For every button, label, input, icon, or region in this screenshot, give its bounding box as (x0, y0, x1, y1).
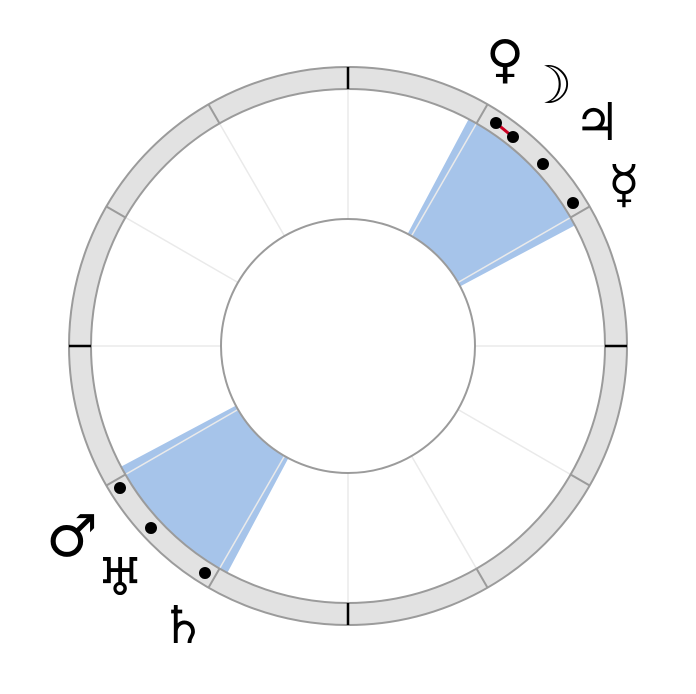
highlighted-sector-lower-left (121, 405, 289, 573)
ring-separator (207, 568, 221, 589)
mars-position-dot (114, 482, 126, 494)
highlighted-sectors (121, 119, 575, 573)
ring-separator (475, 103, 489, 124)
moon-glyph-icon: ☽ (526, 56, 573, 116)
division-line (410, 123, 478, 237)
ring-separator (105, 473, 126, 487)
mercury-position-dot (567, 197, 579, 209)
venus-glyph-icon: ♀ (486, 30, 524, 90)
saturn-position-dot (199, 567, 211, 579)
venus-position-dot (490, 117, 502, 129)
planet-glyphs: ♀ ☽♃☿ ♂♅ ♄ (46, 30, 640, 656)
ring-division-lines (91, 89, 605, 603)
saturn-glyph-icon: ♄ (160, 596, 207, 656)
ring-separator (105, 205, 126, 219)
jupiter-position-dot (537, 158, 549, 170)
division-line (457, 216, 571, 284)
division-line (125, 408, 239, 476)
inner-circle (220, 218, 476, 474)
division-line (218, 123, 286, 237)
division-line (218, 455, 286, 569)
uranus-position-dot (145, 522, 157, 534)
cardinal-ticks (69, 67, 627, 625)
highlighted-sector-upper-right (407, 119, 575, 287)
moon-position-dot (507, 131, 519, 143)
ring-separator (207, 103, 221, 124)
planet-positions (114, 117, 579, 579)
division-line (457, 408, 571, 476)
ring-separators (105, 103, 591, 589)
uranus-glyph-icon: ♅ (97, 548, 144, 608)
division-line (125, 216, 239, 284)
ring-separator (475, 568, 489, 589)
jupiter-glyph-icon: ♃ (574, 93, 621, 153)
mars-glyph-icon: ♂ (46, 502, 98, 570)
mercury-glyph-icon: ☿ (608, 155, 640, 215)
ring-separator (570, 473, 591, 487)
ring-separator (570, 205, 591, 219)
division-line (410, 455, 478, 569)
